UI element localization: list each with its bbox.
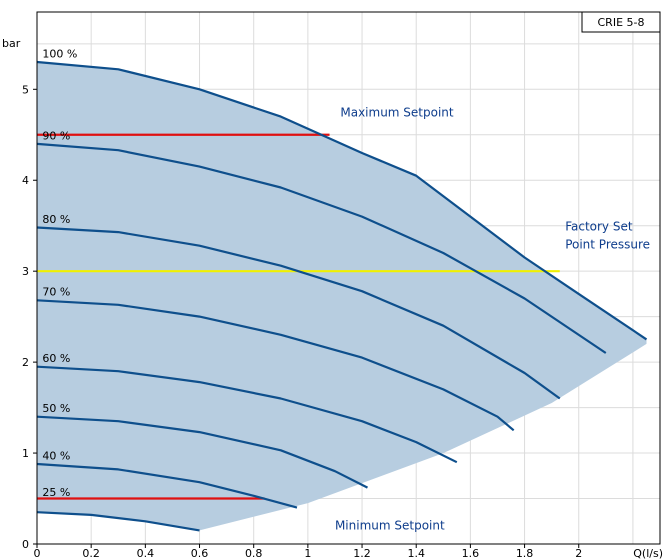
x-tick-label: 0.6 [191,547,209,559]
plot-frame [36,11,661,545]
curve-label: 40 % [42,449,70,462]
x-tick-label: 0.2 [82,547,100,559]
curve-line-2 [36,226,561,400]
chart-labels: 100 % 90 % 80 % 70 % 60 % 50 % 40 % 25 % Maximum… [42,11,661,532]
annotation-label: Point Pressure [565,237,650,251]
x-tick-label: 0.8 [245,547,263,559]
y-tick-label: 5 [22,83,29,96]
x-tick-label: 1.6 [462,547,480,559]
model-badge-box [581,11,661,33]
y-tick-label: 0 [22,538,29,551]
curve-label: 100 % [42,47,77,60]
curve-line-5 [36,415,368,489]
curve-line-7 [36,511,200,532]
annotation-label: Factory Set [565,219,633,233]
pump-curves [36,60,648,532]
curve-label: 60 % [42,352,70,365]
annotation-label: Maximum Setpoint [340,106,454,120]
x-axis-label: Q(l/s) [633,547,663,559]
x-tick-label: 1.4 [407,547,425,559]
x-tick-label: 0.4 [137,547,155,559]
curve-line-1 [36,142,607,354]
x-tick-label: 2 [575,547,582,559]
curve-label: 50 % [42,402,70,415]
x-tick-label: 0 [34,547,41,559]
axes: 0 0.2 0.4 0.6 0.8 1 1.2 1.4 1.6 1.8 2 0 1 2 3 4 5 bar Q(l/… [2,11,663,559]
annotation-label: Minimum Setpoint [335,518,445,532]
curve-label: 70 % [42,286,70,299]
y-tick-label: 3 [22,265,29,278]
model-badge: CRIE 5-8 [598,16,645,29]
curve-line-4 [36,365,458,464]
y-tick-label: 4 [22,174,29,187]
x-tick-label: 1 [304,547,311,559]
operating-region [37,62,647,531]
x-tick-label: 1.8 [516,547,534,559]
curve-label: 90 % [42,129,70,142]
operating-region-fill [37,62,647,531]
curve-line-3 [36,299,515,432]
curve-line-6 [36,462,298,509]
y-axis-label: bar [2,37,21,50]
y-tick-label: 2 [22,356,29,369]
x-tick-label: 1.2 [353,547,371,559]
curve-label: 80 % [42,213,70,226]
curve-label: 25 % [42,486,70,499]
curve-line-0 [36,60,648,341]
y-tick-label: 1 [22,447,29,460]
